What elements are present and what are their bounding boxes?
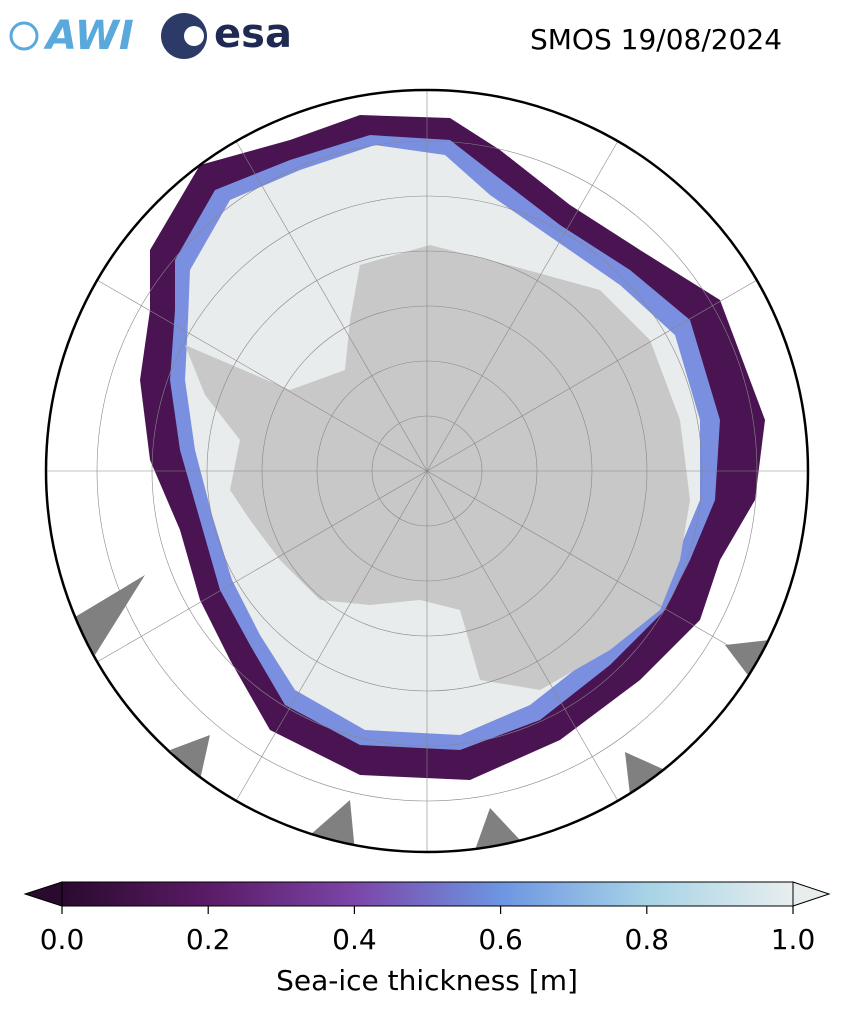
colorbar-tick-label: 0.6: [478, 923, 523, 956]
title: SMOS 19/08/2024: [530, 23, 782, 56]
colorbar-extend-low: [23, 881, 63, 907]
graticule: [46, 90, 808, 852]
antarctica: [185, 245, 690, 690]
logo-esa: esa: [161, 11, 292, 59]
land: [70, 575, 770, 852]
logo-awi: AWI: [9, 13, 134, 59]
colorbar-bar: [61, 881, 794, 907]
colorbar-tick-label: 0.2: [186, 923, 231, 956]
colorbar-tick-label: 1.0: [771, 923, 816, 956]
colorbar-tick-label: 0.0: [40, 923, 85, 956]
logo-text: esa: [214, 11, 292, 57]
logo-text: AWI: [43, 13, 134, 59]
colorbar: 0.0 0.2 0.4 0.6 0.8 1.0: [23, 881, 831, 956]
map: [46, 90, 808, 852]
colorbar-tick-label: 0.4: [332, 923, 377, 956]
colorbar-tick-label: 0.8: [625, 923, 670, 956]
colorbar-extend-high: [792, 881, 831, 907]
map-frame: [44, 88, 810, 854]
colorbar-label: Sea-ice thickness [m]: [276, 964, 578, 997]
